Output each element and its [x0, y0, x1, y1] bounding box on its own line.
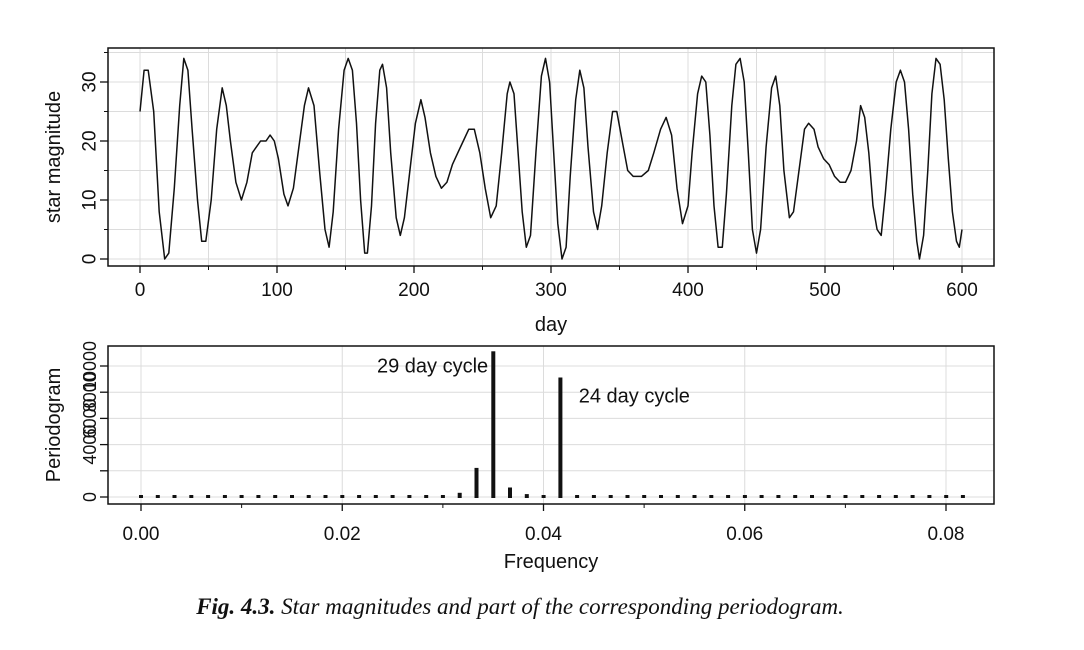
periodogram-annotation-1: 24 day cycle [579, 386, 690, 408]
periodogram-bar [575, 495, 580, 498]
star-magnitude-axes: 0 100 200 300 400 500 600 0 10 20 30 [80, 52, 978, 301]
periodogram-bar [290, 495, 294, 498]
star-magnitude-chart: 0 100 200 300 400 500 600 0 10 20 30 day star magn… [43, 47, 995, 336]
periodogram-bar [273, 495, 278, 498]
periodogram-bar [726, 495, 731, 498]
periodogram-x-axis-label: Frequency [504, 551, 599, 573]
periodogram-bar [139, 495, 143, 498]
periodogram-annotation-0: 29 day cycle [377, 356, 488, 378]
periodogram-bar [323, 495, 328, 498]
periodogram-bar [608, 495, 613, 498]
periodogram-bar [206, 495, 211, 498]
star-magnitude-y-axis-label: star magnitude [43, 91, 65, 223]
star-magnitude-x-tick-label: 500 [809, 280, 841, 301]
periodogram-bar [642, 495, 647, 498]
figure-caption-text: Star magnitudes and part of the correspo… [275, 594, 844, 619]
periodogram-y-tick-label: 0 [80, 492, 100, 502]
periodogram-bar [558, 377, 563, 498]
periodogram-bar [810, 495, 814, 498]
star-magnitude-x-tick-label: 200 [398, 280, 430, 301]
star-magnitude-line [139, 57, 963, 260]
star-magnitude-y-tick-label: 30 [80, 71, 101, 92]
periodogram-bar [960, 495, 965, 498]
star-magnitude-x-tick-label: 600 [946, 280, 978, 301]
star-magnitude-y-tick-label: 0 [80, 254, 101, 265]
periodogram-bar [340, 495, 345, 498]
star-magnitude-grid [108, 48, 994, 266]
star-magnitude-y-tick-label: 20 [80, 130, 101, 151]
periodogram-bar [524, 494, 529, 498]
periodogram-bar [742, 495, 747, 498]
periodogram-bar [189, 495, 194, 498]
star-magnitude-x-tick-label: 400 [672, 280, 704, 301]
periodogram-bar [508, 487, 512, 498]
periodogram-bar [591, 495, 596, 498]
periodogram-bar [776, 495, 781, 498]
periodogram-grid [108, 346, 994, 504]
periodogram-bar [893, 495, 898, 498]
star-magnitude-x-tick-label: 300 [535, 280, 567, 301]
periodogram-bar [256, 495, 261, 498]
periodogram-bar [910, 495, 915, 498]
periodogram-bar [860, 495, 865, 498]
figure-caption: Fig. 4.3. Star magnitudes and part of th… [0, 594, 1040, 620]
periodogram-bar [474, 467, 479, 498]
periodogram-bar [793, 495, 798, 498]
periodogram-x-tick-label: 0.02 [324, 524, 361, 545]
periodogram-bar [172, 495, 177, 498]
star-magnitude-series [139, 57, 963, 260]
periodogram-bar [390, 495, 395, 498]
periodogram-y-tick-label: 4000 [80, 425, 100, 465]
periodogram-bar [222, 495, 227, 498]
periodogram-bar [759, 495, 764, 498]
periodogram-bar [306, 495, 311, 498]
star-magnitude-x-tick-label: 100 [261, 280, 293, 301]
periodogram-bars [139, 351, 965, 498]
periodogram-bar [373, 495, 378, 498]
periodogram-x-tick-label: 0.06 [726, 524, 763, 545]
star-magnitude-x-axis-label: day [535, 314, 567, 336]
periodogram-bar [239, 495, 244, 498]
periodogram-x-tick-label: 0.04 [525, 524, 562, 545]
periodogram-bar [424, 495, 429, 498]
periodogram-y-tick-label: 10000 [80, 341, 100, 391]
periodogram-x-tick-label: 0.00 [123, 524, 160, 545]
periodogram-bar [944, 495, 949, 498]
figure-caption-label: Fig. 4.3. [196, 594, 276, 619]
periodogram-bar [357, 495, 362, 498]
periodogram-annotations: 29 day cycle 24 day cycle [377, 356, 690, 408]
star-magnitude-x-tick-label: 0 [135, 280, 146, 301]
periodogram-bar [927, 495, 932, 498]
periodogram-plot-frame [107, 345, 995, 505]
periodogram-bar [440, 495, 445, 498]
periodogram-bar [692, 495, 697, 498]
periodogram-bar [877, 495, 882, 498]
periodogram-bar [843, 495, 848, 498]
periodogram-bar [625, 495, 630, 498]
star-magnitude-y-tick-label: 10 [80, 189, 101, 210]
periodogram-bar [826, 495, 831, 498]
periodogram-bar [457, 492, 462, 498]
periodogram-y-tick-label: 6000 [80, 398, 100, 438]
periodogram-bar [709, 495, 714, 498]
periodogram-bar [675, 495, 680, 498]
periodogram-bar [659, 495, 663, 498]
periodogram-bar [541, 495, 546, 498]
periodogram-bar [407, 495, 412, 498]
periodogram-y-tick-label: 8000 [80, 372, 100, 412]
periodogram-bar [491, 351, 496, 498]
periodogram-x-tick-label: 0.08 [928, 524, 965, 545]
periodogram-bar [155, 495, 160, 498]
periodogram-y-axis-label: Periodogram [43, 368, 65, 483]
